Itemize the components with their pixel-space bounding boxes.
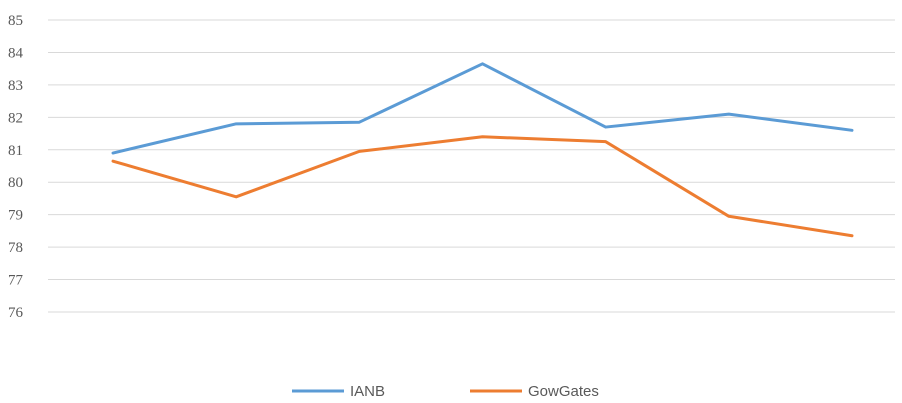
y-tick-label: 80 [8,175,23,191]
series-line-ianb [111,62,854,155]
y-tick-label: 83 [8,78,23,94]
y-tick-label: 79 [8,208,23,224]
y-axis-tick-labels: 76 77 78 79 80 81 82 83 84 85 [8,13,24,321]
y-tick-label: 85 [8,13,23,29]
y-tick-label: 78 [8,240,23,256]
legend-label-ianb: IANB [350,383,385,400]
y-tick-label: 81 [8,143,23,159]
y-tick-label: 84 [8,45,24,61]
y-tick-label: 77 [8,273,24,289]
legend: IANB GowGates [292,383,599,400]
series-lines [111,62,854,238]
y-tick-label: 76 [8,305,24,321]
legend-label-gowgates: GowGates [528,383,599,400]
series-line-gowgates [111,135,854,238]
gridlines [48,19,895,313]
y-tick-label: 82 [8,110,23,126]
